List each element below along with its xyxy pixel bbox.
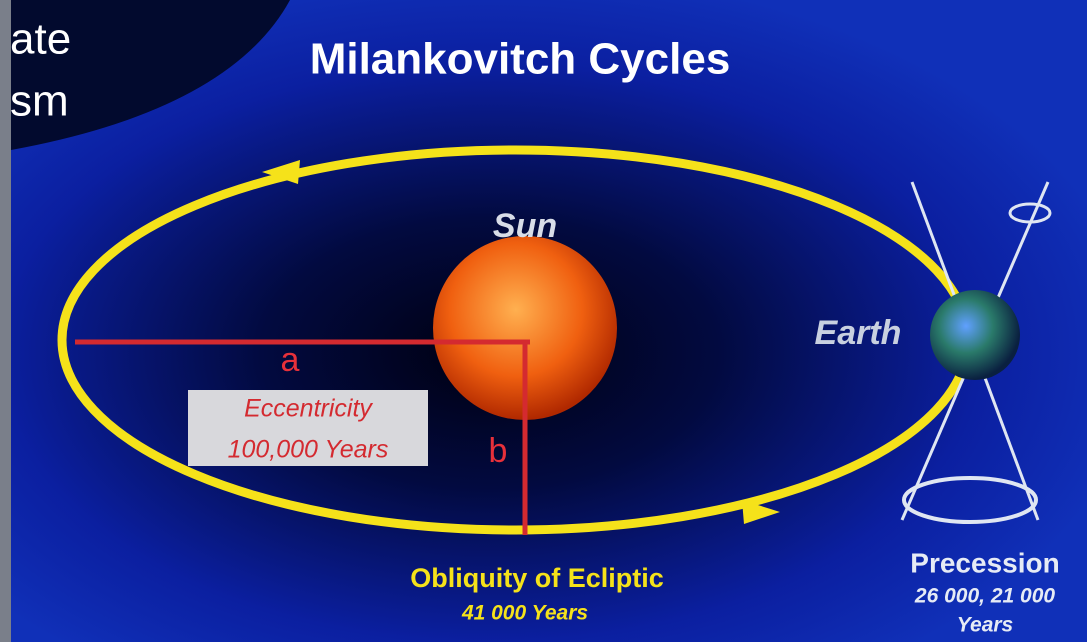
axis-label: b: [489, 432, 508, 470]
page: ate sm Milankovitch Cycles Sun a b Eccen…: [0, 0, 1087, 642]
obliquity-name: Obliquity of Ecliptic: [410, 563, 664, 593]
earth-label: Earth: [815, 314, 902, 352]
eccentricity-name: Eccentricity: [244, 395, 373, 423]
eccentricity-period: 100,000 Years: [228, 436, 389, 464]
precession-period: 26 000, 21 000: [914, 585, 1055, 608]
sun-label: Sun: [493, 207, 557, 245]
obliquity-period: 41 000 Years: [461, 602, 588, 625]
slide: ate sm Milankovitch Cycles Sun a b Eccen…: [0, 0, 1087, 642]
axis-label: a: [281, 341, 300, 379]
corner-text: sm: [10, 77, 69, 126]
earth: [930, 290, 1020, 380]
title: Milankovitch Cycles: [310, 35, 731, 84]
precession-name: Precession: [910, 547, 1059, 578]
corner-text: ate: [10, 15, 71, 64]
precession-unit: Years: [957, 614, 1013, 637]
